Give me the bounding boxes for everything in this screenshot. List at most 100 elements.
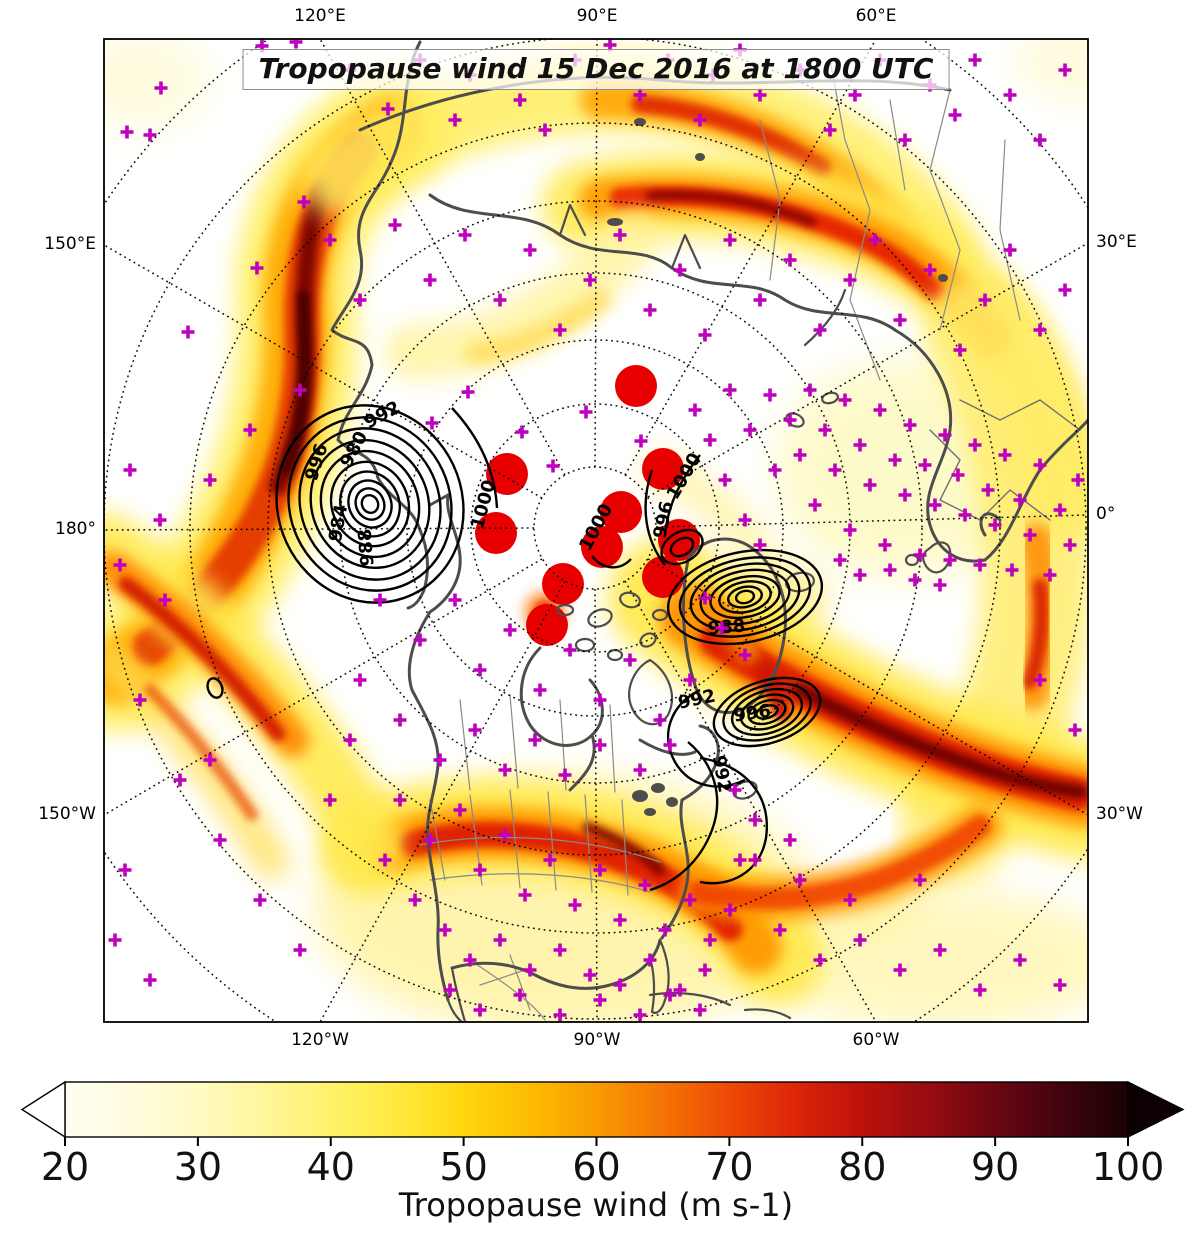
contour-ring xyxy=(669,536,695,558)
station-marker xyxy=(773,923,787,937)
station-marker xyxy=(838,393,852,407)
station-marker xyxy=(443,983,457,997)
station-marker xyxy=(289,39,303,49)
station-marker xyxy=(748,813,762,827)
station-marker xyxy=(843,893,857,907)
contour-ring xyxy=(319,449,421,559)
station-marker xyxy=(503,623,517,637)
station-marker xyxy=(953,343,967,357)
contour-ring xyxy=(275,404,465,604)
coastline-path xyxy=(651,608,669,622)
station-marker xyxy=(903,418,917,432)
graticule-radial xyxy=(319,39,877,476)
low-pacific xyxy=(275,404,465,604)
station-marker xyxy=(553,943,567,957)
graticule-radial xyxy=(647,242,1088,816)
contour-ring xyxy=(730,687,804,737)
station-marker xyxy=(243,423,257,437)
contour-ring xyxy=(329,460,411,548)
longitude-label-left: 150°W xyxy=(38,804,96,824)
contour-ring xyxy=(339,470,401,538)
station-marker xyxy=(515,425,529,439)
station-marker xyxy=(143,128,157,142)
station-marker xyxy=(1068,723,1082,737)
graticule-circle xyxy=(104,39,1087,1020)
station-marker xyxy=(913,873,927,887)
wind-band xyxy=(280,290,311,476)
coastline-path xyxy=(330,40,422,532)
station-marker xyxy=(738,513,752,527)
low-labrador xyxy=(712,676,822,748)
station-marker xyxy=(433,753,447,767)
station-marker xyxy=(493,933,507,947)
station-marker xyxy=(783,413,797,427)
colorbar: 20 30 40 50 60 70 80 90 100 xyxy=(20,1080,1185,1189)
coastline-path xyxy=(821,391,839,405)
station-marker xyxy=(988,518,1002,532)
station-marker xyxy=(1043,568,1057,582)
station-marker xyxy=(973,983,987,997)
border-line xyxy=(829,59,881,381)
station-marker xyxy=(673,263,687,277)
colorbar-tick-label: 50 xyxy=(439,1145,487,1189)
station-marker xyxy=(783,253,797,267)
cyclone-marker xyxy=(475,512,517,554)
station-marker xyxy=(381,102,395,116)
wind-band xyxy=(104,642,290,880)
station-marker xyxy=(513,93,527,107)
station-marker xyxy=(768,463,782,477)
station-marker xyxy=(888,453,902,467)
station-marker xyxy=(683,673,697,687)
station-marker xyxy=(823,123,837,137)
station-marker xyxy=(808,498,822,512)
coastline-path xyxy=(785,571,815,593)
coastline-path xyxy=(680,724,720,802)
station-marker xyxy=(425,416,439,430)
low-lobe xyxy=(660,528,704,566)
contour-ring xyxy=(666,548,824,646)
station-marker xyxy=(693,1003,707,1017)
station-marker xyxy=(448,593,462,607)
station-marker xyxy=(723,903,737,917)
border-line xyxy=(469,954,546,1021)
station-marker xyxy=(613,978,627,992)
station-marker xyxy=(203,753,217,767)
station-marker xyxy=(518,888,532,902)
station-marker xyxy=(951,468,965,482)
wind-band xyxy=(384,210,660,380)
contour-ring xyxy=(699,568,791,626)
station-marker xyxy=(833,553,847,567)
station-marker xyxy=(998,448,1012,462)
station-marker xyxy=(523,243,537,257)
station-marker xyxy=(893,963,907,977)
station-marker xyxy=(793,873,807,887)
station-marker xyxy=(458,228,472,242)
station-marker xyxy=(818,423,832,437)
graticule-circle xyxy=(470,403,720,653)
contour-line xyxy=(644,454,701,566)
contour-ring xyxy=(709,574,781,620)
station-marker xyxy=(438,923,452,937)
coastline-path xyxy=(785,412,805,428)
station-marker xyxy=(763,388,777,402)
colorbar-gradient-bar xyxy=(64,1081,1129,1138)
station-marker xyxy=(123,463,137,477)
longitude-label-top: 60°E xyxy=(855,6,897,26)
station-marker xyxy=(583,968,597,982)
coastline-path xyxy=(628,658,673,726)
station-marker xyxy=(1013,493,1027,507)
colorbar-tick-label: 80 xyxy=(838,1145,886,1189)
station-marker xyxy=(868,233,882,247)
station-marker xyxy=(498,763,512,777)
station-marker xyxy=(297,195,311,209)
station-marker xyxy=(108,933,122,947)
station-marker xyxy=(153,513,167,527)
station-marker xyxy=(663,738,677,752)
station-marker xyxy=(753,293,767,307)
coastline-path xyxy=(619,591,641,609)
border-line xyxy=(419,836,661,893)
station-marker xyxy=(173,773,187,787)
contour-ring xyxy=(718,580,772,614)
contour-ring xyxy=(347,479,393,529)
